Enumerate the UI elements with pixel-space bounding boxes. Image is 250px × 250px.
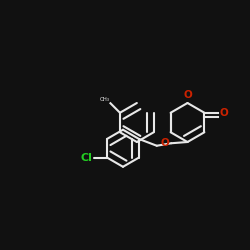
Text: O: O: [183, 90, 192, 101]
Text: O: O: [160, 138, 169, 147]
Text: Cl: Cl: [81, 152, 93, 162]
Text: O: O: [220, 108, 228, 118]
Text: CH₃: CH₃: [99, 97, 110, 102]
